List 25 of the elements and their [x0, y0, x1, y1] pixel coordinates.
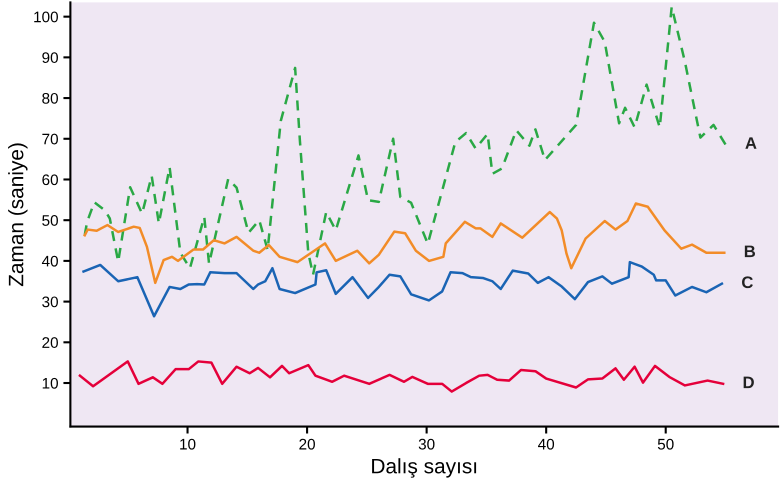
y-tick-label: 60: [42, 174, 58, 186]
y-tick-label: 80: [42, 92, 58, 104]
y-tick-label: 30: [42, 296, 58, 308]
x-tick-label: 40: [538, 438, 554, 450]
y-tick-label: 40: [42, 256, 58, 267]
line-series: [82, 260, 724, 318]
line-series: [83, 202, 726, 284]
line-series: [83, 6, 727, 276]
x-tick-label: 50: [658, 438, 674, 450]
y-tick-label: 100: [34, 12, 58, 22]
line-series: [78, 360, 724, 393]
series-label: D: [744, 376, 754, 388]
x-tick-label: 20: [299, 438, 315, 450]
series-label: C: [742, 276, 753, 288]
y-tick-label: 50: [42, 215, 58, 226]
x-tick-label: 10: [180, 438, 196, 450]
x-tick-label: 30: [418, 438, 435, 450]
x-axis-title: Dalış sayısı: [372, 458, 476, 478]
series-label: B: [744, 246, 756, 258]
series-label: A: [745, 137, 757, 149]
y-tick-label: 70: [42, 134, 58, 144]
y-axis-title: Zaman (saniye): [8, 143, 28, 286]
y-tick-label: 10: [42, 378, 58, 389]
y-tick-label: 20: [42, 337, 58, 348]
y-tick-label: 90: [42, 52, 58, 64]
